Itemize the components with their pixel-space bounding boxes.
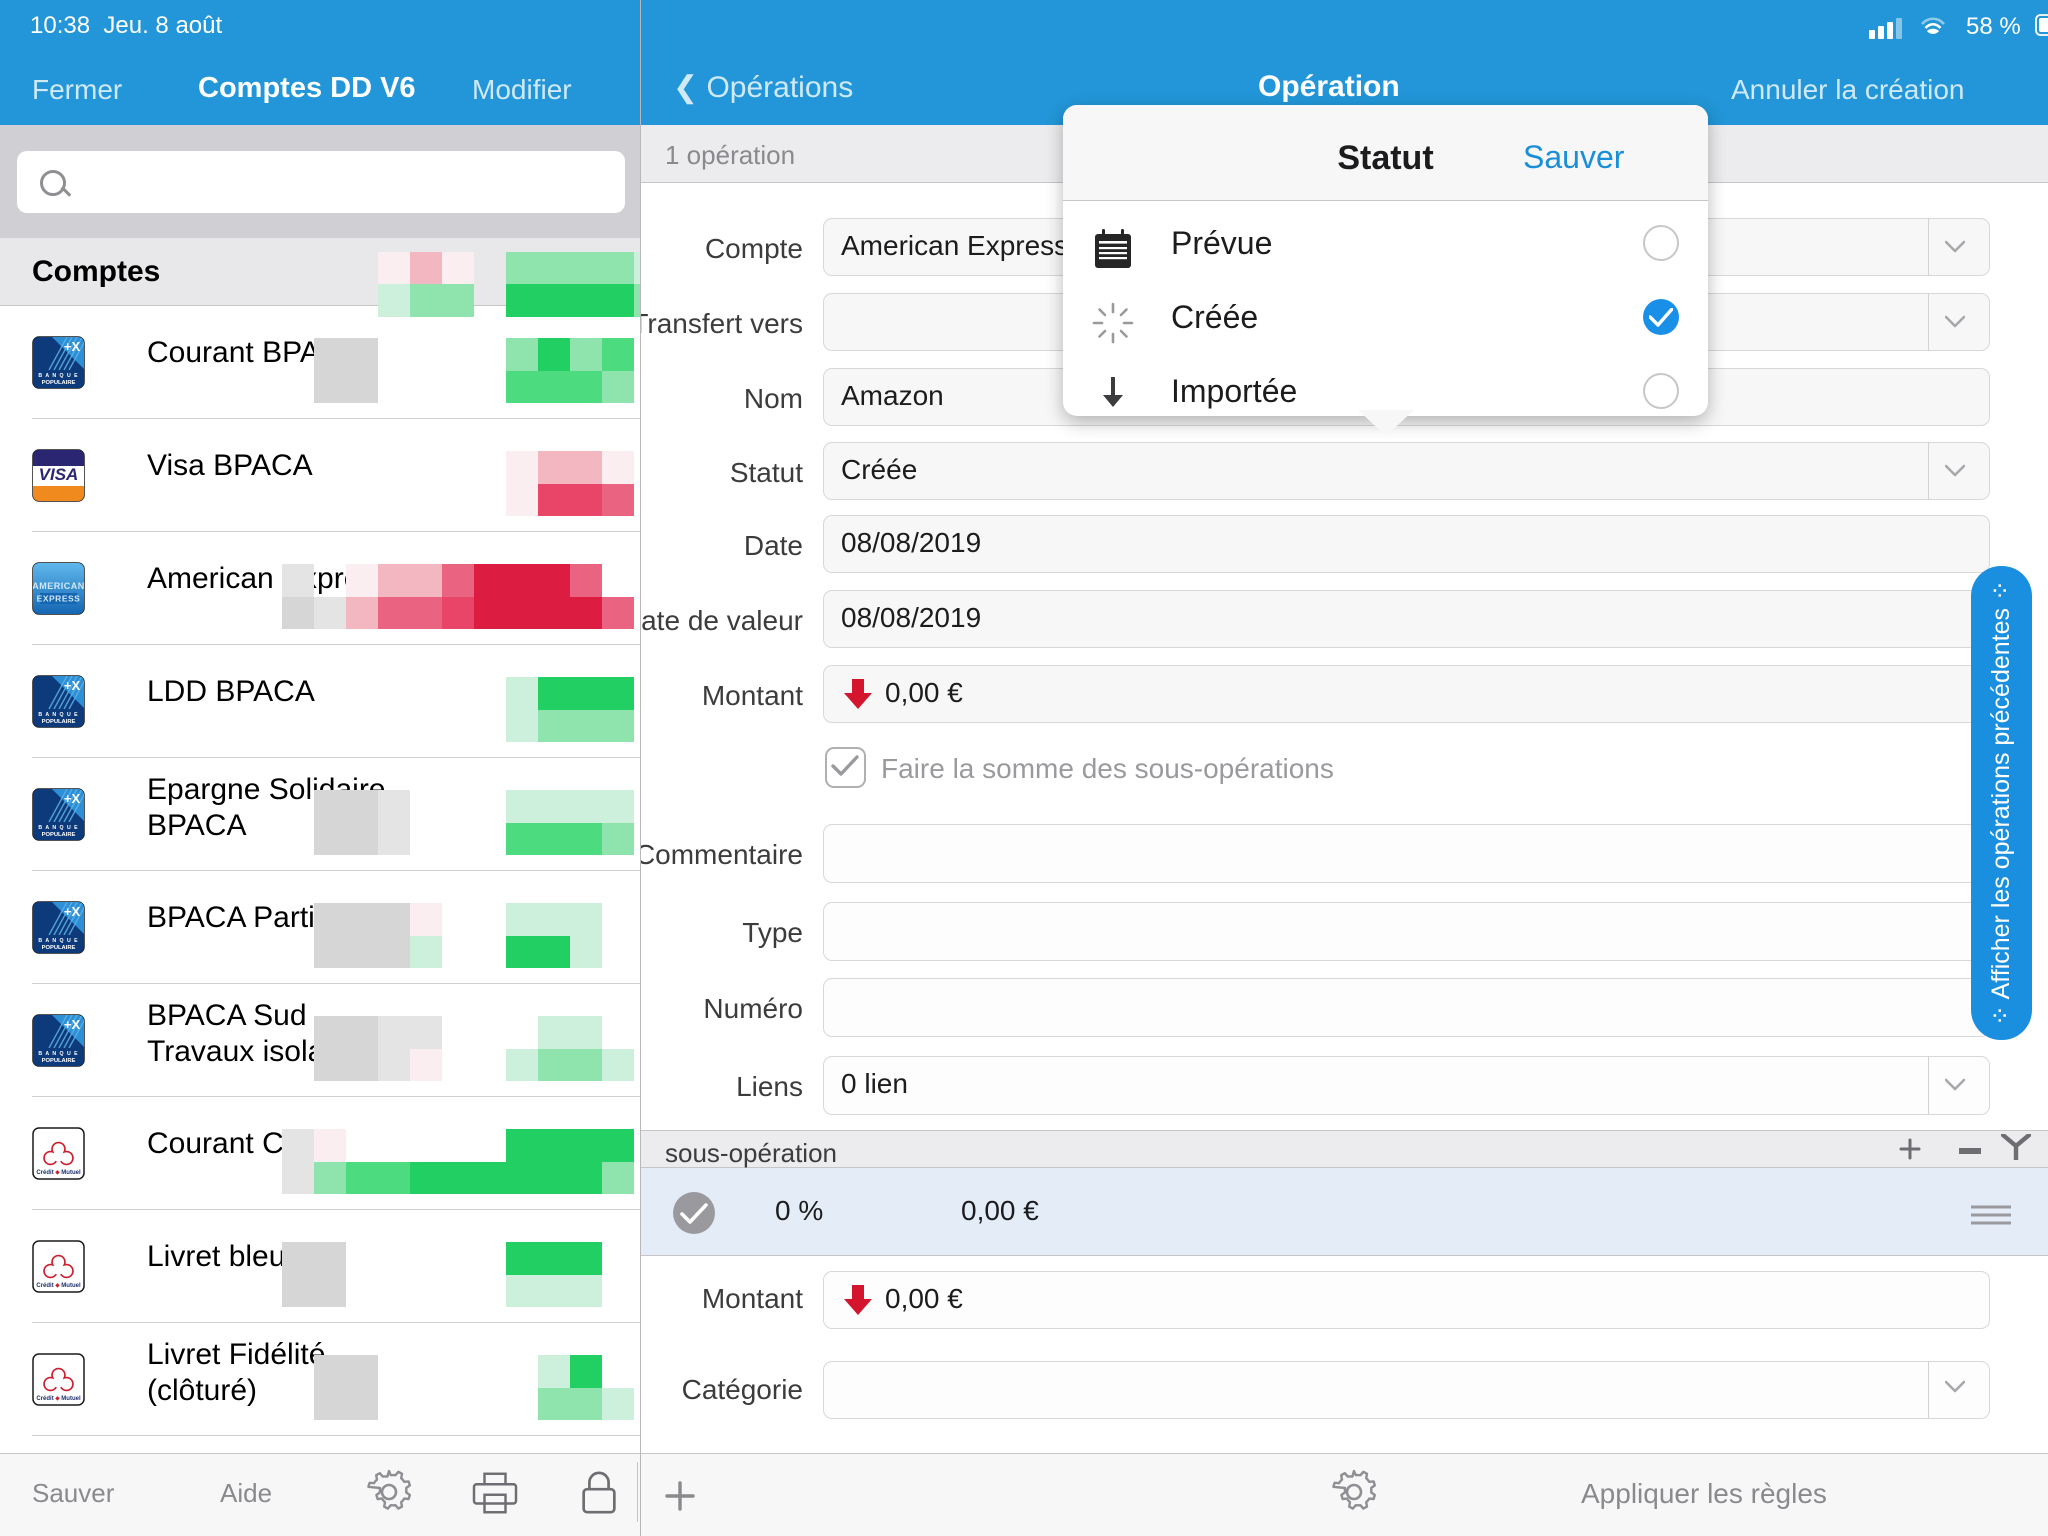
svg-text:B A N Q U E: B A N Q U E <box>38 825 78 831</box>
svg-text:+X: +X <box>64 1017 81 1032</box>
svg-text:Crédit ⬥ Mutuel: Crédit ⬥ Mutuel <box>36 1396 81 1402</box>
svg-text:POPULAIRE: POPULAIRE <box>42 380 76 386</box>
svg-text:B A N Q U E: B A N Q U E <box>38 1051 78 1057</box>
svg-text:Crédit ⬥ Mutuel: Crédit ⬥ Mutuel <box>36 1170 81 1176</box>
svg-text:+X: +X <box>64 339 81 354</box>
svg-text:B A N Q U E: B A N Q U E <box>38 373 78 379</box>
svg-text:EXPRESS: EXPRESS <box>37 594 81 604</box>
svg-text:+X: +X <box>64 791 81 806</box>
svg-text:POPULAIRE: POPULAIRE <box>42 1058 76 1064</box>
svg-text:VISA: VISA <box>39 465 79 484</box>
svg-text:POPULAIRE: POPULAIRE <box>42 832 76 838</box>
svg-text:AMERICAN: AMERICAN <box>32 581 85 591</box>
svg-text:Crédit ⬥ Mutuel: Crédit ⬥ Mutuel <box>36 1283 81 1289</box>
svg-text:B A N Q U E: B A N Q U E <box>38 938 78 944</box>
svg-text:+X: +X <box>64 678 81 693</box>
svg-text:POPULAIRE: POPULAIRE <box>42 719 76 725</box>
svg-text:+X: +X <box>64 904 81 919</box>
svg-text:B A N Q U E: B A N Q U E <box>38 712 78 718</box>
svg-text:POPULAIRE: POPULAIRE <box>42 945 76 951</box>
